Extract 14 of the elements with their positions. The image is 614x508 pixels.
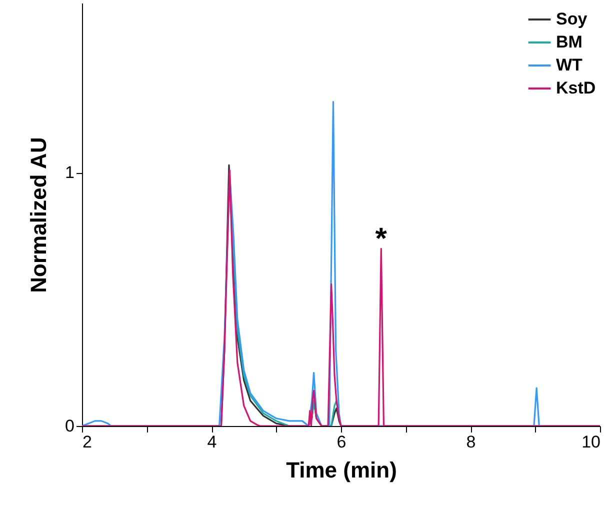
annotation: * bbox=[375, 222, 388, 256]
x-tick-label: 10 bbox=[582, 432, 600, 452]
legend-label: KstD bbox=[556, 78, 596, 98]
y-tick-label: 1 bbox=[65, 163, 74, 182]
x-tick-label: 6 bbox=[336, 432, 346, 452]
x-tick-label: 8 bbox=[466, 432, 476, 452]
y-tick-label: 0 bbox=[65, 416, 74, 436]
x-tick-label: 4 bbox=[207, 432, 217, 452]
x-tick-label: 2 bbox=[82, 432, 92, 452]
legend-label: Soy bbox=[556, 10, 588, 28]
x-axis-title: Time (min) bbox=[286, 458, 397, 482]
legend-label: WT bbox=[556, 56, 584, 74]
legend-label: BM bbox=[556, 32, 582, 52]
y-axis-title: Normalized AU bbox=[26, 137, 52, 293]
